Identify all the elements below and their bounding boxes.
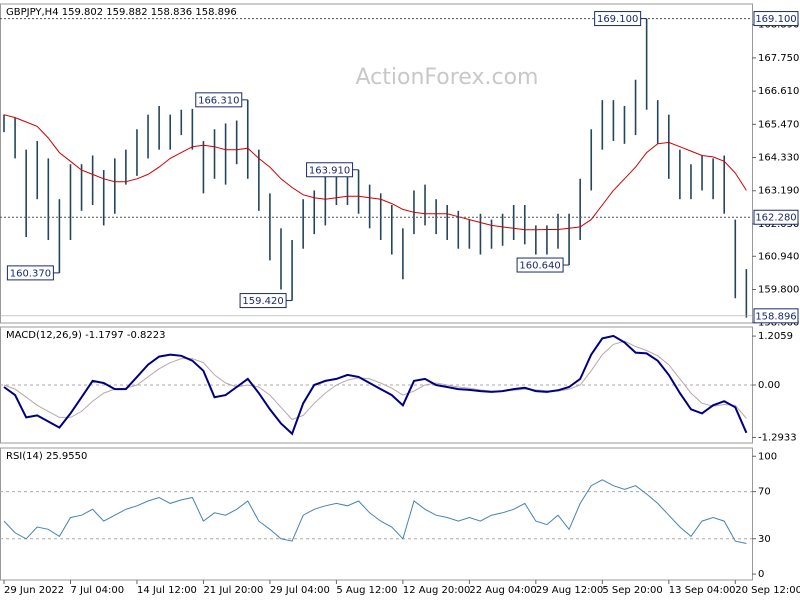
x-tick-label: 13 Sep 04:00 <box>669 585 736 596</box>
annotation-label: 160.370 <box>10 268 51 279</box>
y-tick-label: 0 <box>758 569 764 580</box>
annotation-label: 169.100 <box>597 14 638 25</box>
annotation-label-box <box>239 293 287 309</box>
y-tick-label: 163.190 <box>758 186 799 197</box>
y-tick-label: 70 <box>758 487 771 498</box>
annotation-label-box <box>195 92 243 108</box>
x-tick-label: 29 Jun 2022 <box>4 585 64 596</box>
level-label: 169.100 <box>755 14 796 25</box>
y-tick-label: 165.470 <box>758 119 799 130</box>
x-tick-label: 5 Sep 20:00 <box>602 585 662 596</box>
watermark: ActionForex.com <box>356 65 539 90</box>
y-tick-label: 1.2059 <box>758 331 793 342</box>
last-price-label: 158.896 <box>755 311 796 322</box>
x-tick-label: 7 Jul 04:00 <box>70 585 124 596</box>
annotation-label: 163.910 <box>309 165 350 176</box>
y-tick-label: 167.750 <box>758 53 799 64</box>
y-tick-label: 30 <box>758 534 771 545</box>
y-tick-label: 0.00 <box>758 380 780 391</box>
level-label-box <box>753 11 799 27</box>
panel-title: RSI(14) 25.9550 <box>6 451 87 462</box>
last-price-label-box <box>753 308 799 324</box>
level-label-box <box>753 209 799 225</box>
annotation-label-box <box>306 162 354 178</box>
indicator-line <box>3 334 748 436</box>
y-tick-label: 164.330 <box>758 153 799 164</box>
annotation-label: 166.310 <box>198 95 239 106</box>
x-tick-label: 29 Aug 12:00 <box>536 585 603 596</box>
x-tick-label: 21 Jul 20:00 <box>203 585 263 596</box>
panel-frame <box>0 447 753 581</box>
y-tick-label: 160.940 <box>758 251 799 262</box>
y-tick-label: 166.610 <box>758 86 799 97</box>
annotation-label-box <box>516 257 564 273</box>
x-tick-label: 22 Aug 04:00 <box>469 585 536 596</box>
annotation-label-box <box>594 11 642 27</box>
y-tick-label: -1.2933 <box>758 432 797 443</box>
panel-frame <box>0 3 753 324</box>
x-tick-label: 20 Sep 12:00 <box>735 585 800 596</box>
x-tick-label: 12 Aug 20:00 <box>403 585 470 596</box>
panel-title: GBPJPY,H4 159.802 159.882 158.836 158.89… <box>6 7 237 18</box>
annotation-label-box <box>6 265 54 281</box>
x-tick-label: 14 Jul 12:00 <box>137 585 197 596</box>
indicator-line <box>3 479 747 544</box>
y-tick-label: 100 <box>758 451 777 462</box>
x-tick-label: 5 Aug 12:00 <box>336 585 397 596</box>
level-label: 162.280 <box>755 213 796 224</box>
x-tick-label: 29 Jul 04:00 <box>270 585 330 596</box>
moving-average <box>3 114 747 231</box>
y-tick-label: 159.800 <box>758 284 799 295</box>
annotation-label: 159.420 <box>242 296 283 307</box>
annotation-label: 160.640 <box>519 261 560 272</box>
panel-title: MACD(12,26,9) -1.1797 -0.8223 <box>6 330 166 341</box>
